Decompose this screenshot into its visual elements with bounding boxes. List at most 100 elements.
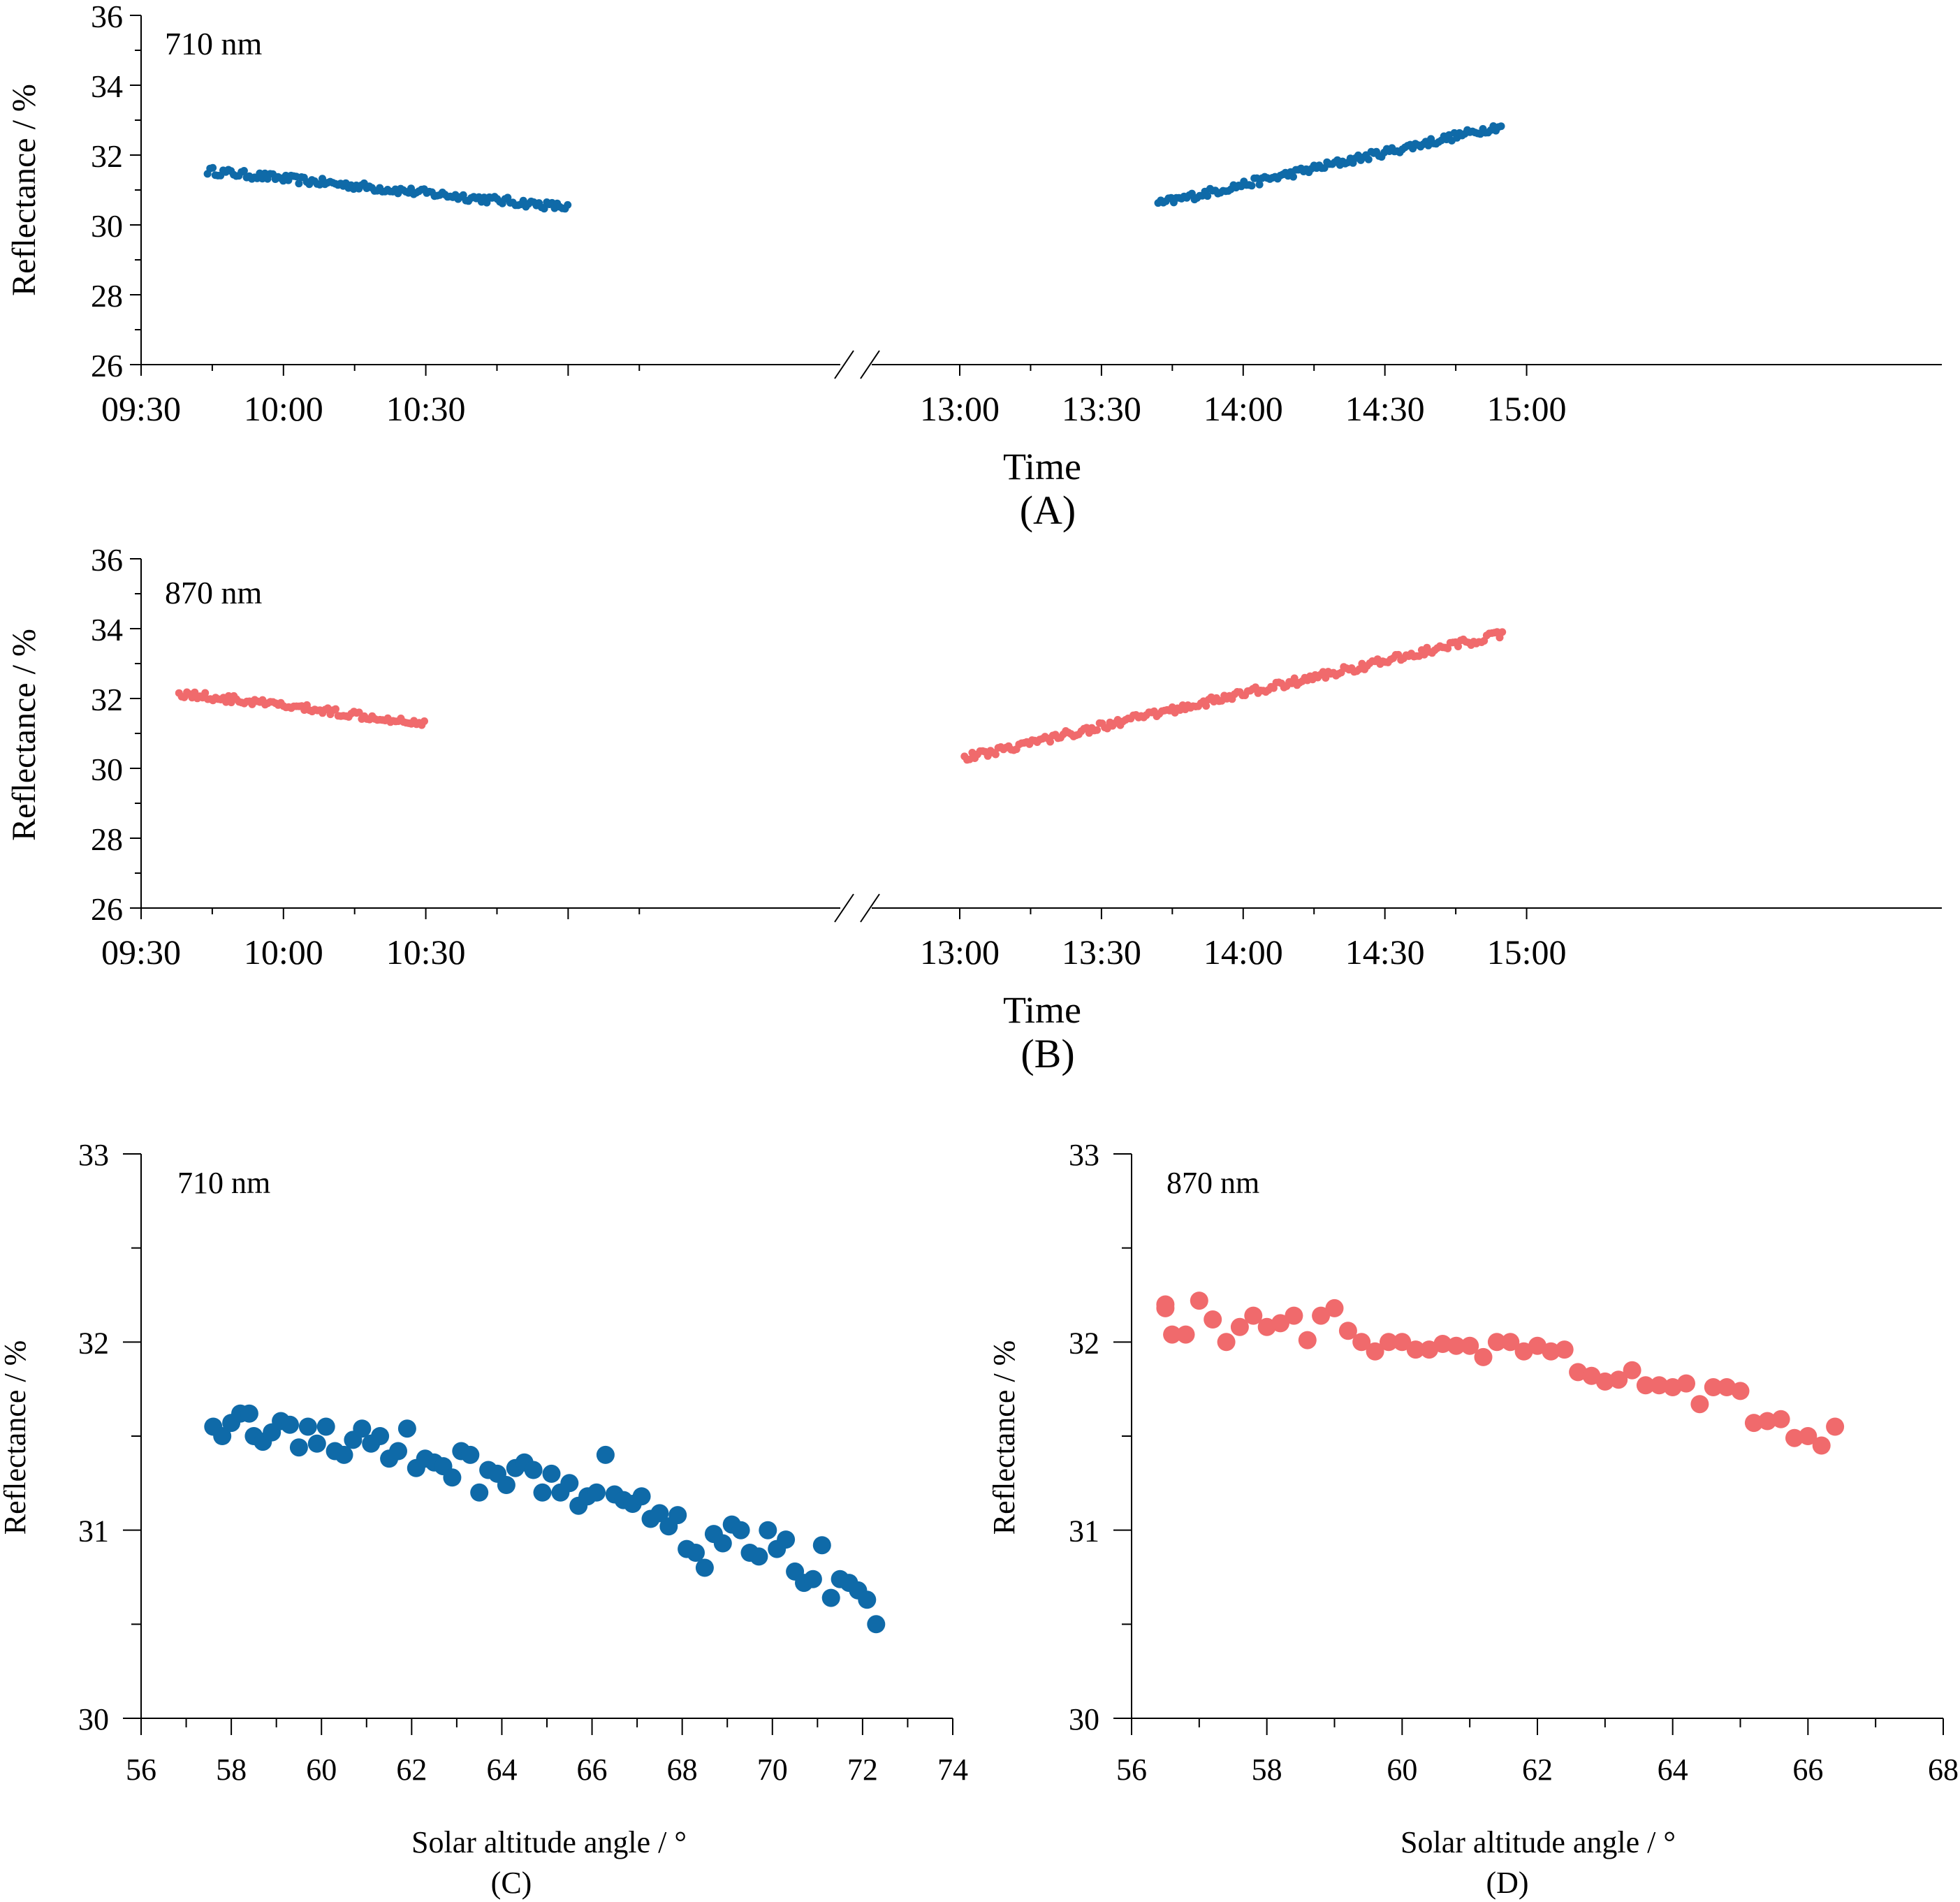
data-point: [1156, 1299, 1175, 1317]
x-tick-label: 10:00: [244, 932, 323, 972]
panel-a-axis-break-1: [834, 350, 854, 379]
data-point: [1474, 1347, 1493, 1366]
data-point: [1244, 1306, 1263, 1325]
y-tick-label: 36: [91, 542, 123, 578]
panel-c-y-label: Reflectance / %: [0, 1340, 32, 1535]
data-point: [1217, 1333, 1236, 1352]
data-point: [1826, 1417, 1845, 1436]
data-point: [240, 167, 248, 175]
data-point: [1444, 644, 1452, 652]
panel-c-y-ticks: 30 31 32 33: [78, 1138, 141, 1736]
data-point: [1433, 1335, 1452, 1353]
panel-c-label: (C): [491, 1866, 532, 1900]
y-tick-label: 36: [91, 0, 123, 34]
y-tick-label: 30: [78, 1702, 109, 1736]
data-point: [1093, 726, 1101, 734]
data-point: [316, 1417, 335, 1436]
data-point: [695, 1558, 714, 1577]
y-tick-label: 32: [91, 682, 123, 717]
data-point: [713, 1534, 732, 1553]
data-point: [1255, 180, 1264, 189]
data-point: [1731, 1382, 1750, 1400]
data-point: [461, 1445, 480, 1464]
x-tick-label: 62: [396, 1753, 427, 1787]
data-point: [307, 1434, 326, 1453]
x-tick-label: 13:30: [1062, 389, 1141, 428]
data-point: [1190, 1292, 1208, 1310]
x-tick-label: 64: [1658, 1753, 1688, 1787]
panel-a-y-label: Reflectance / %: [6, 84, 43, 296]
data-point: [240, 1404, 258, 1423]
data-point: [371, 1427, 390, 1445]
y-tick-label: 30: [1069, 1702, 1099, 1736]
x-tick-label: 13:30: [1062, 932, 1141, 972]
x-tick-label: 14:30: [1345, 389, 1425, 428]
data-point: [596, 1445, 615, 1464]
x-tick-label: 14:00: [1204, 389, 1283, 428]
data-point: [1704, 1378, 1723, 1396]
data-point: [1447, 1336, 1465, 1355]
panel-c-scatter-points: [204, 1404, 886, 1634]
data-point: [1322, 674, 1330, 682]
data-point: [1677, 1374, 1695, 1393]
data-point: [1380, 1333, 1398, 1352]
panel-d-y-label: Reflectance / %: [987, 1340, 1021, 1535]
panel-b-y-ticks: 26 28 30 32 34 36: [91, 542, 141, 927]
data-point: [687, 1544, 705, 1562]
panel-b-axis-break-2: [860, 893, 880, 923]
data-point: [1636, 1376, 1655, 1395]
data-point: [407, 184, 415, 193]
y-tick-label: 32: [78, 1326, 109, 1360]
data-point: [821, 1588, 840, 1607]
data-point: [991, 750, 1000, 759]
x-tick-label: 09:30: [101, 389, 181, 428]
data-point: [298, 1417, 317, 1436]
data-point: [1298, 1331, 1317, 1349]
data-point: [1406, 1340, 1425, 1359]
data-point: [759, 1521, 777, 1539]
x-tick-label: 60: [306, 1753, 337, 1787]
x-tick-label: 60: [1387, 1753, 1417, 1787]
panel-b: 26 28 30 32 34 36 09:30 10:00 10:30 13:00 13:30 14…: [6, 542, 1942, 1076]
data-point: [1501, 1333, 1520, 1352]
y-tick-label: 28: [91, 821, 123, 857]
data-point: [443, 1468, 462, 1487]
data-point: [650, 1504, 669, 1523]
data-point: [1290, 674, 1299, 682]
data-point: [1202, 702, 1211, 710]
data-point: [281, 1415, 299, 1434]
x-tick-label: 58: [1252, 1753, 1282, 1787]
data-point: [1338, 1322, 1357, 1340]
y-tick-label: 28: [91, 278, 123, 314]
data-point: [1285, 1306, 1303, 1325]
data-point: [749, 1547, 768, 1566]
data-point: [1595, 1372, 1614, 1391]
y-tick-label: 30: [91, 208, 123, 244]
y-tick-label: 34: [91, 68, 123, 104]
panel-a: 26 28 30 32 34 36 09:30 10:00 10:30 13:00 13:30 14…: [6, 0, 1942, 533]
y-tick-label: 26: [91, 891, 123, 927]
x-tick-label: 13:00: [920, 389, 1000, 428]
data-point: [1744, 1414, 1763, 1433]
panel-d-y-ticks: 30 31 32 33: [1069, 1138, 1132, 1736]
panel-c: 30 31 32 33 56 58 60 62 64 66 68 70 72 74 710 nm Sol…: [0, 1138, 968, 1900]
panel-d-scatter-points: [1156, 1292, 1845, 1455]
panel-d-x-ticks: 56 58 60 62 64 66 68: [1116, 1718, 1959, 1787]
x-tick-label: 70: [757, 1753, 788, 1787]
data-point: [1454, 643, 1462, 650]
y-tick-label: 34: [91, 612, 123, 648]
panel-d-label: (D): [1486, 1866, 1528, 1900]
panel-c-annotation: 710 nm: [177, 1166, 270, 1200]
panel-a-x-ticks: 09:30 10:00 10:30 13:00 13:30 14:00 14:30 15:00: [101, 365, 1567, 428]
y-tick-label: 26: [91, 348, 123, 383]
panel-d-annotation: 870 nm: [1167, 1166, 1259, 1200]
x-tick-label: 10:30: [386, 932, 466, 972]
y-tick-label: 33: [78, 1138, 109, 1172]
data-point: [867, 1615, 886, 1634]
data-point: [1487, 1333, 1506, 1352]
panel-c-x-label: Solar altitude angle / °: [411, 1825, 687, 1859]
data-point: [533, 1483, 552, 1502]
data-point: [1312, 1306, 1331, 1325]
data-point: [353, 1419, 372, 1438]
data-point: [209, 163, 217, 172]
